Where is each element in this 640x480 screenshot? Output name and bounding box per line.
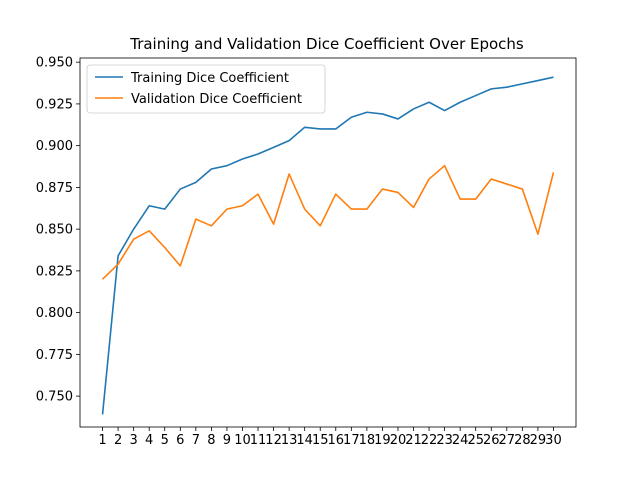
x-tick-label: 13 [281, 433, 298, 448]
x-tick-label: 4 [145, 433, 153, 448]
x-tick-label: 3 [130, 433, 138, 448]
y-tick-label: 0.875 [36, 181, 73, 196]
plot-area [101, 76, 555, 415]
y-axis: 0.750 0.775 0.800 0.825 0.850 0.875 0.900 0.925… [36, 56, 80, 405]
legend: Training Dice Coefficient Validation Dice… [86, 64, 326, 114]
y-tick-label: 0.850 [36, 223, 73, 238]
axes-frame [79, 57, 577, 428]
x-tick-label: 30 [545, 433, 562, 448]
y-tick-label: 0.825 [36, 264, 73, 279]
x-tick-label: 14 [296, 433, 313, 448]
chart-title: Training and Validation Dice Coefficient… [129, 35, 524, 53]
series-line-training [101, 76, 554, 415]
x-tick-label: 2 [114, 433, 122, 448]
x-tick-label: 18 [359, 433, 376, 448]
x-tick-label: 21 [405, 433, 422, 448]
x-tick-label: 9 [223, 433, 231, 448]
x-tick-label: 22 [421, 433, 438, 448]
x-tick-label: 10 [234, 433, 251, 448]
x-tick-label: 20 [390, 433, 407, 448]
legend-entry: Validation Dice Coefficient [131, 92, 302, 107]
x-tick-label: 25 [467, 433, 484, 448]
x-tick-label: 27 [499, 433, 516, 448]
legend-entry: Training Dice Coefficient [130, 71, 289, 86]
x-tick-label: 26 [483, 433, 500, 448]
x-tick-label: 29 [530, 433, 547, 448]
x-tick-label: 16 [328, 433, 345, 448]
x-tick-label: 17 [343, 433, 360, 448]
y-tick-label: 0.800 [36, 306, 73, 321]
legend-box [86, 64, 326, 114]
x-tick-label: 6 [176, 433, 184, 448]
x-tick-label: 7 [192, 433, 200, 448]
x-axis: 1 2 3 4 5 6 7 8 9 10 11 12 13 14 15 16 17 18 19 20 21 22 23 24 2… [98, 427, 562, 448]
x-tick-label: 5 [161, 433, 169, 448]
x-tick-label: 23 [436, 433, 453, 448]
y-tick-label: 0.775 [36, 348, 73, 363]
x-tick-label: 1 [98, 433, 106, 448]
x-tick-label: 19 [374, 433, 391, 448]
x-tick-label: 12 [265, 433, 282, 448]
y-tick-label: 0.950 [36, 56, 73, 71]
y-tick-label: 0.750 [36, 390, 73, 405]
series-line-validation [101, 164, 555, 280]
y-tick-label: 0.900 [36, 139, 73, 154]
y-tick-label: 0.925 [36, 97, 73, 112]
x-tick-label: 15 [312, 433, 329, 448]
x-tick-label: 11 [250, 433, 267, 448]
x-tick-label: 24 [452, 433, 469, 448]
x-tick-label: 8 [207, 433, 215, 448]
x-tick-label: 28 [514, 433, 531, 448]
